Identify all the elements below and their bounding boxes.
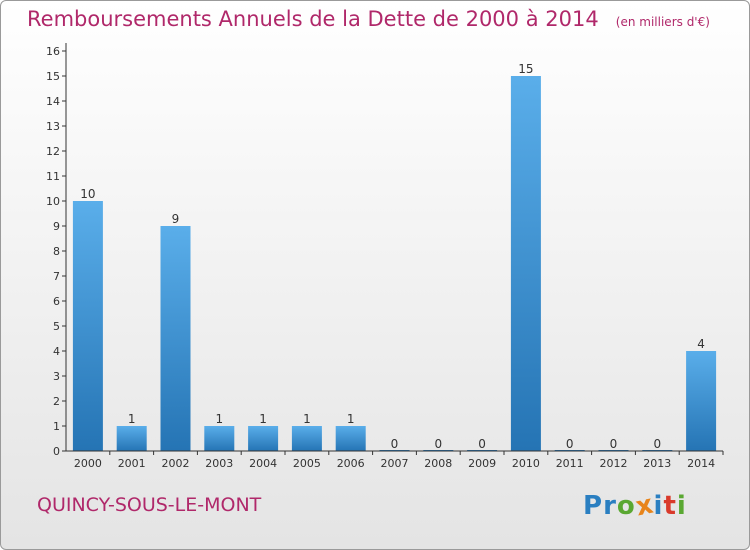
bars-layer	[72, 76, 717, 451]
logo-letter: i	[676, 491, 687, 521]
y-tick-label: 7	[53, 270, 60, 283]
logo-letter: i	[653, 491, 664, 521]
logo-letter: r	[603, 491, 617, 521]
x-tick-label: 2003	[205, 457, 233, 470]
y-tick-label: 14	[46, 95, 60, 108]
y-tick-label: 4	[53, 345, 60, 358]
logo-letter: P	[583, 491, 604, 521]
x-tick-label: 2011	[556, 457, 584, 470]
x-tick-label: 2007	[381, 457, 409, 470]
bar	[510, 76, 541, 451]
data-label: 0	[653, 437, 661, 451]
data-label: 1	[303, 412, 311, 426]
data-label: 0	[434, 437, 442, 451]
bar	[72, 201, 103, 451]
bar	[116, 426, 147, 451]
bar	[335, 426, 366, 451]
y-tick-label: 5	[53, 320, 60, 333]
x-tick-label: 2002	[162, 457, 190, 470]
labels-layer: 1020001200192002120031200412005120060200…	[46, 45, 715, 470]
y-tick-label: 12	[46, 145, 60, 158]
data-label: 10	[80, 187, 95, 201]
chart-title: Remboursements Annuels de la Dette de 20…	[27, 7, 599, 31]
x-tick-label: 2010	[512, 457, 540, 470]
data-label: 1	[215, 412, 223, 426]
axes-layer	[62, 43, 724, 455]
data-label: 1	[128, 412, 136, 426]
chart-title-row: Remboursements Annuels de la Dette de 20…	[27, 7, 710, 31]
x-tick-label: 2009	[468, 457, 496, 470]
logo-letter: t	[663, 491, 677, 521]
bar	[291, 426, 322, 451]
x-tick-label: 2000	[74, 457, 102, 470]
bar	[204, 426, 235, 451]
y-tick-label: 11	[46, 170, 60, 183]
x-tick-label: 2014	[687, 457, 715, 470]
y-tick-label: 10	[46, 195, 60, 208]
data-label: 1	[347, 412, 355, 426]
commune-name: QUINCY-SOUS-LE-MONT	[37, 494, 262, 516]
data-label: 0	[566, 437, 574, 451]
y-tick-label: 8	[53, 245, 60, 258]
x-tick-label: 2001	[118, 457, 146, 470]
proxiti-logo: Proxiti	[583, 489, 687, 522]
y-tick-label: 2	[53, 395, 60, 408]
x-tick-label: 2013	[643, 457, 671, 470]
y-tick-label: 0	[53, 445, 60, 458]
y-tick-label: 16	[46, 45, 60, 58]
bar	[686, 351, 717, 451]
bar	[248, 426, 279, 451]
y-tick-label: 15	[46, 70, 60, 83]
x-tick-label: 2012	[600, 457, 628, 470]
x-tick-label: 2004	[249, 457, 277, 470]
bar	[160, 226, 191, 451]
data-label: 9	[172, 212, 180, 226]
x-tick-label: 2005	[293, 457, 321, 470]
x-tick-label: 2006	[337, 457, 365, 470]
x-tick-label: 2008	[424, 457, 452, 470]
data-label: 1	[259, 412, 267, 426]
logo-letter: o	[616, 491, 636, 521]
data-label: 4	[697, 337, 705, 351]
data-label: 15	[518, 62, 533, 76]
y-tick-label: 6	[53, 295, 60, 308]
data-label: 0	[478, 437, 486, 451]
y-tick-label: 1	[53, 420, 60, 433]
y-tick-label: 3	[53, 370, 60, 383]
data-label: 0	[610, 437, 618, 451]
y-tick-label: 9	[53, 220, 60, 233]
y-tick-label: 13	[46, 120, 60, 133]
data-label: 0	[391, 437, 399, 451]
chart-unit: (en milliers d'€)	[615, 15, 710, 29]
